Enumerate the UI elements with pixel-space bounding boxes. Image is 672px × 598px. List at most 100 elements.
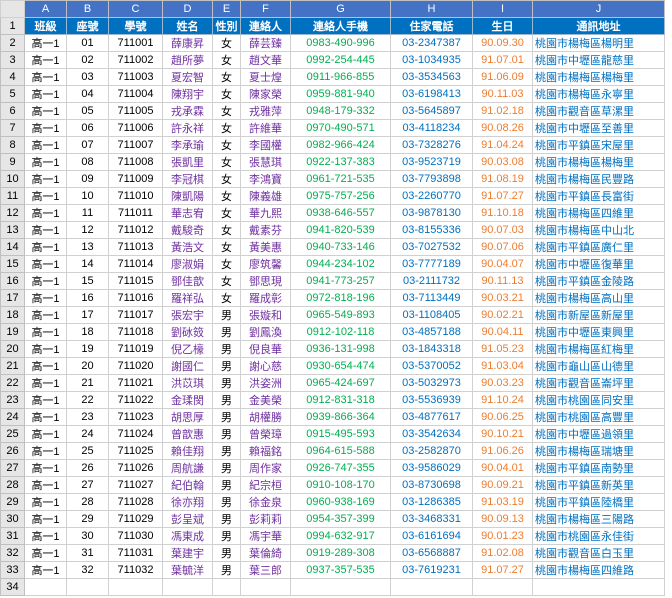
cell[interactable]: 711019 xyxy=(109,341,163,358)
row-head-8[interactable]: 8 xyxy=(1,137,25,154)
cell[interactable]: 賴福銘 xyxy=(241,443,291,460)
cell[interactable]: 03-2260770 xyxy=(391,188,473,205)
cell[interactable]: 葉倫綺 xyxy=(241,545,291,562)
cell[interactable]: 戴素芬 xyxy=(241,222,291,239)
cell[interactable]: 男 xyxy=(213,562,241,579)
cell[interactable]: 0965-424-697 xyxy=(291,375,391,392)
cell[interactable]: 女 xyxy=(213,222,241,239)
cell[interactable]: 高一1 xyxy=(25,460,67,477)
cell[interactable]: 高一1 xyxy=(25,205,67,222)
cell[interactable]: 羅成彰 xyxy=(241,290,291,307)
col-head-G[interactable]: G xyxy=(291,1,391,18)
cell[interactable]: 女 xyxy=(213,103,241,120)
row-head-4[interactable]: 4 xyxy=(1,69,25,86)
cell[interactable]: 0959-881-940 xyxy=(291,86,391,103)
cell[interactable]: 彭呈斌 xyxy=(163,511,213,528)
cell[interactable]: 90.04.01 xyxy=(473,460,533,477)
row-head-30[interactable]: 30 xyxy=(1,511,25,528)
cell[interactable]: 桃園市楊梅區楊明里 xyxy=(533,35,665,52)
cell[interactable]: 桃園市桃園區高豐里 xyxy=(533,409,665,426)
cell[interactable]: 李國權 xyxy=(241,137,291,154)
cell[interactable]: 紀伯翰 xyxy=(163,477,213,494)
cell[interactable]: 黃浩文 xyxy=(163,239,213,256)
cell[interactable]: 李鴻寶 xyxy=(241,171,291,188)
row-head-9[interactable]: 9 xyxy=(1,154,25,171)
cell[interactable]: 金瑈閔 xyxy=(163,392,213,409)
cell[interactable]: 高一1 xyxy=(25,137,67,154)
row-head-21[interactable]: 21 xyxy=(1,358,25,375)
row-head-15[interactable]: 15 xyxy=(1,256,25,273)
cell[interactable]: 桃園市楊梅區瑞塘里 xyxy=(533,443,665,460)
cell[interactable] xyxy=(67,579,109,596)
cell[interactable]: 桃園市桃園區永佳街 xyxy=(533,528,665,545)
cell[interactable]: 戎承霖 xyxy=(163,103,213,120)
cell[interactable]: 90.10.21 xyxy=(473,426,533,443)
cell[interactable]: 女 xyxy=(213,137,241,154)
cell[interactable]: 711002 xyxy=(109,52,163,69)
cell[interactable]: 03-7113449 xyxy=(391,290,473,307)
cell[interactable]: 戴駿奇 xyxy=(163,222,213,239)
row-head-18[interactable]: 18 xyxy=(1,307,25,324)
cell[interactable]: 女 xyxy=(213,239,241,256)
cell[interactable]: 高一1 xyxy=(25,222,67,239)
cell[interactable]: 許永祥 xyxy=(163,120,213,137)
cell[interactable]: 男 xyxy=(213,460,241,477)
cell[interactable]: 0941-773-257 xyxy=(291,273,391,290)
cell[interactable]: 711020 xyxy=(109,358,163,375)
cell[interactable]: 高一1 xyxy=(25,239,67,256)
cell[interactable]: 711004 xyxy=(109,86,163,103)
row-head-31[interactable]: 31 xyxy=(1,528,25,545)
cell[interactable]: 趙文華 xyxy=(241,52,291,69)
cell[interactable] xyxy=(391,579,473,596)
row-head-14[interactable]: 14 xyxy=(1,239,25,256)
cell[interactable]: 彭莉莉 xyxy=(241,511,291,528)
cell[interactable]: 03-4877617 xyxy=(391,409,473,426)
spreadsheet-grid[interactable]: ABCDEFGHIJ 1班級座號學號姓名性別連絡人連絡人手機住家電話生日通訊地址… xyxy=(0,0,665,596)
cell[interactable]: 0970-490-571 xyxy=(291,120,391,137)
cell[interactable]: 711015 xyxy=(109,273,163,290)
cell[interactable]: 陳義雄 xyxy=(241,188,291,205)
cell[interactable]: 03-5032973 xyxy=(391,375,473,392)
col-head-F[interactable]: F xyxy=(241,1,291,18)
cell[interactable]: 711018 xyxy=(109,324,163,341)
cell[interactable]: 桃園市楊梅區永寧里 xyxy=(533,86,665,103)
cell[interactable]: 711017 xyxy=(109,307,163,324)
col-head-J[interactable]: J xyxy=(533,1,665,18)
cell[interactable]: 03-9523719 xyxy=(391,154,473,171)
cell[interactable]: 張宏宇 xyxy=(163,307,213,324)
cell[interactable]: 徐金泉 xyxy=(241,494,291,511)
cell[interactable]: 高一1 xyxy=(25,154,67,171)
row-head-16[interactable]: 16 xyxy=(1,273,25,290)
cell[interactable]: 薛康昇 xyxy=(163,35,213,52)
cell[interactable]: 洪姿洲 xyxy=(241,375,291,392)
cell[interactable]: 711001 xyxy=(109,35,163,52)
header-cell[interactable]: 姓名 xyxy=(163,18,213,35)
cell[interactable]: 90.03.21 xyxy=(473,290,533,307)
cell[interactable]: 11 xyxy=(67,205,109,222)
cell[interactable]: 91.06.09 xyxy=(473,69,533,86)
cell[interactable]: 紀宗桓 xyxy=(241,477,291,494)
cell[interactable]: 0915-495-593 xyxy=(291,426,391,443)
cell[interactable]: 0941-820-539 xyxy=(291,222,391,239)
cell[interactable] xyxy=(163,579,213,596)
cell[interactable]: 28 xyxy=(67,494,109,511)
cell[interactable]: 91.07.01 xyxy=(473,52,533,69)
cell[interactable]: 711031 xyxy=(109,545,163,562)
cell[interactable]: 桃園市平鎮區南勢里 xyxy=(533,460,665,477)
cell[interactable]: 女 xyxy=(213,256,241,273)
cell[interactable]: 0926-747-355 xyxy=(291,460,391,477)
cell[interactable]: 26 xyxy=(67,460,109,477)
cell[interactable] xyxy=(213,579,241,596)
cell[interactable]: 02 xyxy=(67,52,109,69)
cell[interactable]: 90.11.03 xyxy=(473,86,533,103)
cell[interactable]: 0936-131-998 xyxy=(291,341,391,358)
row-head-17[interactable]: 17 xyxy=(1,290,25,307)
cell[interactable]: 10 xyxy=(67,188,109,205)
cell[interactable]: 03-2347387 xyxy=(391,35,473,52)
cell[interactable]: 桃園市楊梅區楊梅里 xyxy=(533,154,665,171)
cell[interactable]: 03-1286385 xyxy=(391,494,473,511)
cell[interactable]: 91.07.27 xyxy=(473,188,533,205)
cell[interactable]: 0965-549-893 xyxy=(291,307,391,324)
cell[interactable]: 桃園市中壢區至善里 xyxy=(533,120,665,137)
header-cell[interactable]: 性別 xyxy=(213,18,241,35)
